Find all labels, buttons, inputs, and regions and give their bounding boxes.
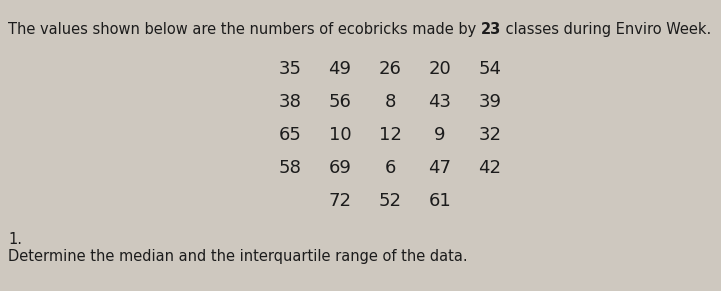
Text: 47: 47 [428,159,451,177]
Text: 69: 69 [329,159,351,177]
Text: 56: 56 [329,93,351,111]
Text: 20: 20 [428,60,451,78]
Text: 65: 65 [278,126,301,144]
Text: 35: 35 [278,60,301,78]
Text: 58: 58 [278,159,301,177]
Text: 38: 38 [278,93,301,111]
Text: 52: 52 [379,192,402,210]
Text: 1.: 1. [8,232,22,247]
Text: classes during Enviro Week.: classes during Enviro Week. [501,22,712,37]
Text: 26: 26 [379,60,402,78]
Text: 43: 43 [428,93,451,111]
Text: 23: 23 [481,22,501,37]
Text: The values shown below are the numbers of ecobricks made by: The values shown below are the numbers o… [8,22,481,37]
Text: 42: 42 [479,159,502,177]
Text: 61: 61 [428,192,451,210]
Text: 9: 9 [434,126,446,144]
Text: 6: 6 [384,159,396,177]
Text: 8: 8 [384,93,396,111]
Text: 12: 12 [379,126,402,144]
Text: 10: 10 [329,126,351,144]
Text: 39: 39 [479,93,502,111]
Text: Determine the median and the interquartile range of the data.: Determine the median and the interquarti… [8,249,468,264]
Text: 32: 32 [479,126,502,144]
Text: 49: 49 [329,60,352,78]
Text: 72: 72 [329,192,352,210]
Text: 54: 54 [479,60,502,78]
